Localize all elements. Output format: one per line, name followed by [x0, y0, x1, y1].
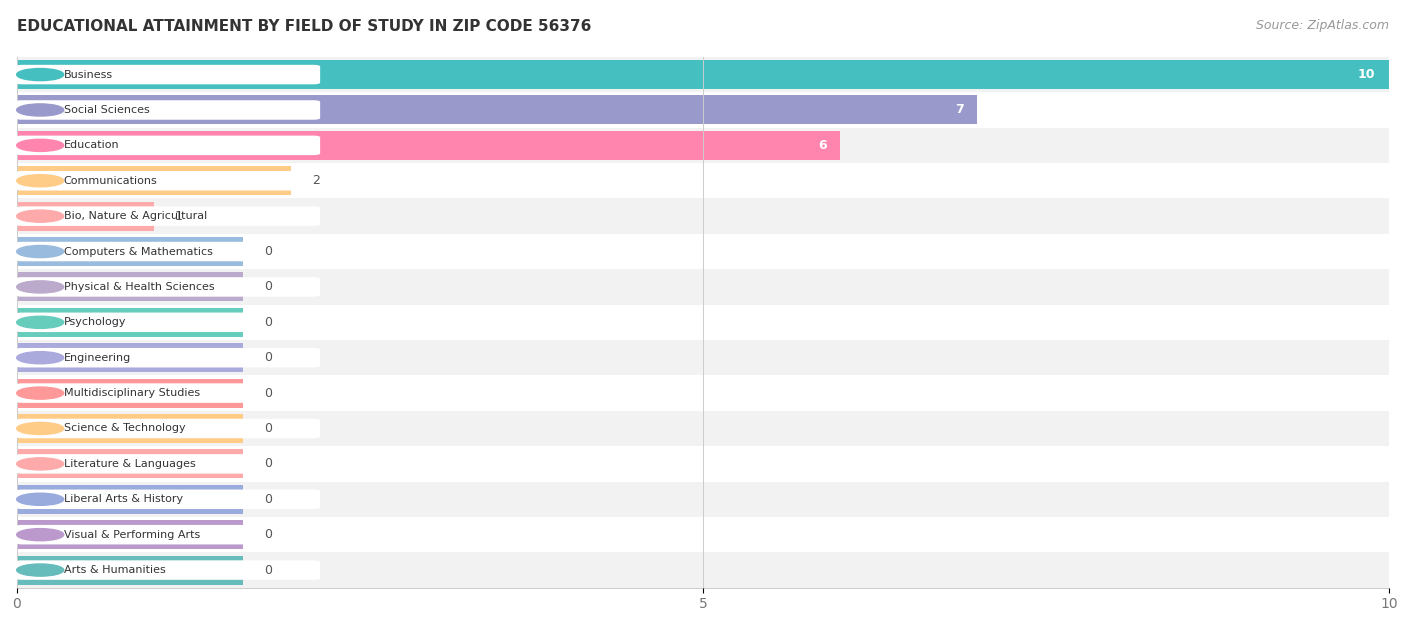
Circle shape	[17, 245, 63, 258]
FancyBboxPatch shape	[15, 207, 321, 226]
FancyBboxPatch shape	[15, 384, 321, 403]
Bar	[17, 375, 1389, 411]
Circle shape	[17, 528, 63, 541]
Bar	[17, 92, 1389, 128]
FancyBboxPatch shape	[15, 242, 321, 261]
Text: 10: 10	[1358, 68, 1375, 81]
Bar	[17, 411, 1389, 446]
FancyBboxPatch shape	[15, 65, 321, 84]
Bar	[17, 128, 1389, 163]
Text: Bio, Nature & Agricultural: Bio, Nature & Agricultural	[63, 211, 207, 221]
Bar	[17, 198, 1389, 234]
Text: 0: 0	[264, 351, 271, 364]
Text: Social Sciences: Social Sciences	[63, 105, 149, 115]
Circle shape	[17, 493, 63, 506]
Text: Physical & Health Sciences: Physical & Health Sciences	[63, 282, 214, 292]
Bar	[17, 60, 1389, 89]
Text: Computers & Mathematics: Computers & Mathematics	[63, 246, 212, 257]
Bar	[17, 485, 243, 514]
Bar	[17, 556, 243, 585]
Bar	[17, 163, 1389, 198]
Bar	[17, 449, 243, 478]
Text: 0: 0	[264, 245, 271, 258]
Bar	[17, 482, 1389, 517]
Text: 0: 0	[264, 422, 271, 435]
Bar	[17, 202, 155, 231]
Bar	[17, 272, 243, 301]
Circle shape	[17, 210, 63, 222]
Bar	[17, 269, 1389, 305]
FancyBboxPatch shape	[15, 525, 321, 544]
Circle shape	[17, 458, 63, 470]
Bar	[17, 166, 291, 195]
Text: Arts & Humanities: Arts & Humanities	[63, 565, 166, 575]
Circle shape	[17, 174, 63, 187]
Bar	[17, 340, 1389, 375]
Circle shape	[17, 387, 63, 399]
Text: 6: 6	[818, 139, 827, 152]
Bar	[17, 552, 1389, 588]
Circle shape	[17, 316, 63, 329]
Circle shape	[17, 281, 63, 293]
Bar	[17, 520, 243, 549]
Text: Education: Education	[63, 140, 120, 150]
Bar	[17, 95, 977, 125]
Text: 1: 1	[174, 210, 183, 222]
Bar	[17, 131, 841, 160]
Text: 2: 2	[312, 174, 319, 187]
Circle shape	[17, 564, 63, 576]
Text: Communications: Communications	[63, 176, 157, 186]
Bar	[17, 237, 243, 266]
Bar	[17, 305, 1389, 340]
Bar	[17, 446, 1389, 482]
Text: 0: 0	[264, 316, 271, 329]
FancyBboxPatch shape	[15, 100, 321, 119]
Text: Source: ZipAtlas.com: Source: ZipAtlas.com	[1256, 19, 1389, 32]
Text: 0: 0	[264, 528, 271, 541]
Text: 0: 0	[264, 564, 271, 576]
Bar	[17, 379, 243, 408]
FancyBboxPatch shape	[15, 277, 321, 296]
Circle shape	[17, 422, 63, 435]
Text: Literature & Languages: Literature & Languages	[63, 459, 195, 469]
FancyBboxPatch shape	[15, 419, 321, 438]
Text: Business: Business	[63, 70, 112, 80]
Text: Multidisciplinary Studies: Multidisciplinary Studies	[63, 388, 200, 398]
FancyBboxPatch shape	[15, 171, 321, 190]
Circle shape	[17, 104, 63, 116]
Circle shape	[17, 68, 63, 81]
Text: EDUCATIONAL ATTAINMENT BY FIELD OF STUDY IN ZIP CODE 56376: EDUCATIONAL ATTAINMENT BY FIELD OF STUDY…	[17, 19, 592, 34]
Text: 0: 0	[264, 458, 271, 470]
FancyBboxPatch shape	[15, 561, 321, 580]
FancyBboxPatch shape	[15, 454, 321, 473]
FancyBboxPatch shape	[15, 313, 321, 332]
Bar	[17, 308, 243, 337]
Text: 7: 7	[955, 104, 963, 116]
Text: 0: 0	[264, 281, 271, 293]
Text: 0: 0	[264, 387, 271, 399]
Text: Engineering: Engineering	[63, 353, 131, 363]
Text: Liberal Arts & History: Liberal Arts & History	[63, 494, 183, 504]
FancyBboxPatch shape	[15, 490, 321, 509]
Text: Science & Technology: Science & Technology	[63, 423, 186, 434]
Bar	[17, 234, 1389, 269]
Text: 0: 0	[264, 493, 271, 506]
Circle shape	[17, 139, 63, 152]
Bar	[17, 414, 243, 443]
FancyBboxPatch shape	[15, 348, 321, 367]
FancyBboxPatch shape	[15, 136, 321, 155]
Text: Visual & Performing Arts: Visual & Performing Arts	[63, 530, 200, 540]
Bar	[17, 57, 1389, 92]
Bar	[17, 343, 243, 372]
Text: Psychology: Psychology	[63, 317, 127, 327]
Bar	[17, 517, 1389, 552]
Circle shape	[17, 351, 63, 364]
